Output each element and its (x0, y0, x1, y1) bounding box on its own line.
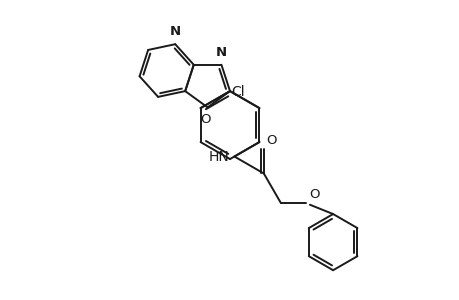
Text: Cl: Cl (231, 85, 245, 99)
Text: O: O (200, 113, 210, 126)
Text: O: O (308, 188, 319, 201)
Text: N: N (215, 46, 226, 59)
Text: O: O (266, 134, 276, 147)
Text: HN: HN (208, 150, 229, 164)
Text: N: N (169, 25, 180, 38)
